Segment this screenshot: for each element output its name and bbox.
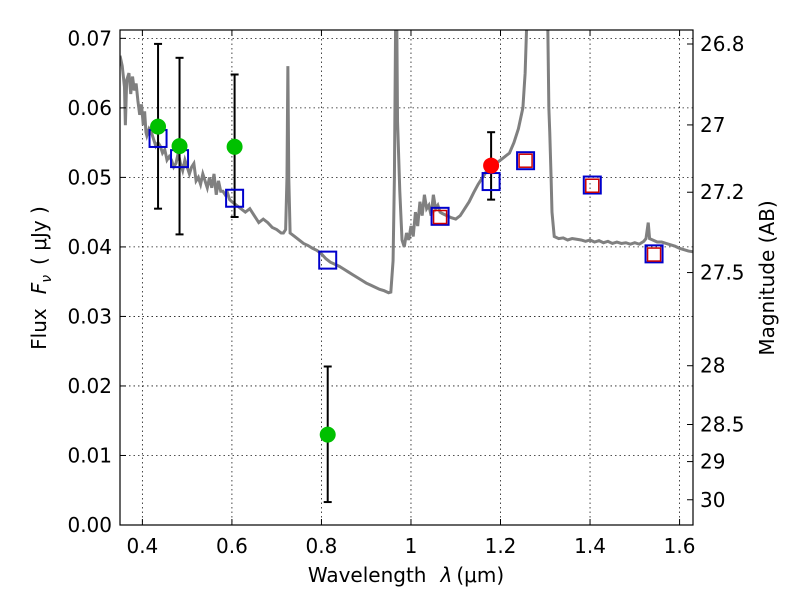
blue-open-square <box>318 250 338 270</box>
y2-tick-label: 27.5 <box>700 261 745 285</box>
green-point <box>171 138 188 155</box>
green-point <box>226 138 243 155</box>
y-axis-label-subscript: ν <box>39 275 55 283</box>
x-tick-label: 0.4 <box>126 534 158 558</box>
y-tick-label: 0.02 <box>67 374 112 398</box>
green-point <box>150 118 167 135</box>
y-axis-label-text: Flux <box>27 308 51 350</box>
blue-open-square <box>225 188 245 208</box>
y-tick-label: 0.05 <box>67 165 112 189</box>
x-tick-label: 1 <box>405 534 418 558</box>
plot-frame <box>119 29 694 526</box>
y-axis-label-unit: ( μJy ) <box>27 206 51 265</box>
y2-tick-label: 27 <box>700 113 725 137</box>
y2-tick-label: 26.8 <box>700 32 745 56</box>
blue-open-square <box>582 175 602 195</box>
red-open-square <box>518 153 533 168</box>
x-tick-label: 1.4 <box>574 534 606 558</box>
x-axis-label: Wavelength λ (μm) <box>308 563 504 587</box>
x-tick-label: 0.8 <box>306 534 338 558</box>
x-tick-label: 1.6 <box>664 534 696 558</box>
axis-ticks <box>120 30 693 526</box>
y2-tick-label: 28 <box>700 354 725 378</box>
x-axis-label-text: Wavelength <box>308 563 427 587</box>
y-tick-label: 0.07 <box>67 26 112 50</box>
y2-axis-label: Magnitude (AB) <box>755 200 779 355</box>
y2-tick-label: 27.2 <box>700 180 745 204</box>
y-tick-label: 0.06 <box>67 96 112 120</box>
x-axis-label-symbol: λ <box>440 563 453 587</box>
y-tick-label: 0.04 <box>67 235 112 259</box>
tick-labels: 0.4 0.6 0.8 1 1.2 1.4 1.6 0.00 0.01 0.02 0.03 0.04 0… <box>67 26 744 558</box>
red-open-square <box>646 247 662 262</box>
x-tick-label: 1.2 <box>485 534 517 558</box>
blue-open-square <box>430 206 450 226</box>
y-axis-label: Flux Fν ( μJy ) <box>27 206 55 350</box>
blue-open-square <box>516 151 536 171</box>
x-tick-label: 0.6 <box>216 534 248 558</box>
y2-tick-label: 30 <box>700 488 725 512</box>
x-axis-label-unit: (μm) <box>456 563 504 587</box>
y2-tick-label: 29 <box>700 450 725 474</box>
blue-open-square <box>644 244 664 264</box>
y-tick-label: 0.00 <box>67 513 112 537</box>
y-tick-label: 0.01 <box>67 443 112 467</box>
data-marks <box>148 42 664 504</box>
y2-tick-label: 28.5 <box>700 413 745 437</box>
green-point <box>319 426 336 443</box>
plot-area <box>120 30 693 504</box>
model-spectrum-line <box>120 30 693 295</box>
red-open-square <box>432 209 448 225</box>
red-point <box>483 157 500 174</box>
y-axis-label-symbol: F <box>27 282 51 294</box>
y-tick-label: 0.03 <box>67 304 112 328</box>
red-open-square <box>585 178 600 193</box>
